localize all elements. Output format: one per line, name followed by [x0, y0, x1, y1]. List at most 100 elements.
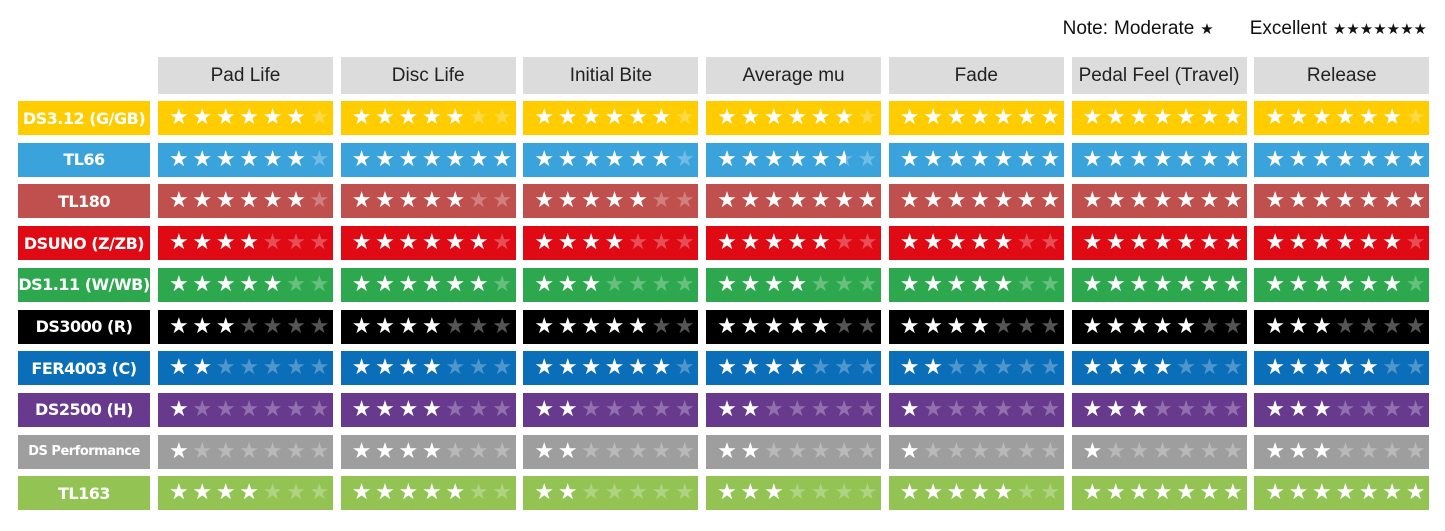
star-empty-icon: ★	[1223, 313, 1243, 339]
rating-cell: ★ ★ ★ ★ ★ ★ ★	[340, 309, 516, 344]
star-filled-icon: ★	[468, 146, 489, 172]
star-empty-icon: ★	[1152, 396, 1173, 422]
star-empty-icon: ★	[857, 271, 878, 297]
star-filled-icon: ★	[1129, 396, 1150, 422]
star-filled-icon: ★	[192, 355, 213, 381]
rating-cell: ★ ★ ★ ★ ★ ★ ★	[340, 434, 516, 469]
star-filled-icon: ★	[1223, 105, 1243, 130]
rating-cell: ★ ★ ★ ★ ★ ★ ★	[1254, 226, 1430, 261]
star-filled-icon: ★	[810, 230, 831, 256]
rating-cell: ★ ★ ★ ★ ★ ★ ★	[888, 392, 1064, 427]
star-empty-icon: ★	[834, 230, 854, 256]
star-empty-icon: ★	[834, 271, 854, 297]
star-filled-icon: ★	[993, 230, 1014, 256]
star-filled-icon: ★	[398, 230, 419, 256]
star-filled-icon: ★	[534, 480, 555, 506]
star-empty-icon: ★	[1199, 355, 1220, 381]
star-filled-icon: ★	[1129, 188, 1150, 214]
star-filled-icon: ★	[993, 271, 1014, 297]
star-empty-icon: ★	[262, 230, 283, 256]
rating-cell: ★ ★ ★ ★ ★ ★ ★	[1071, 309, 1247, 344]
star-filled-icon: ★	[763, 146, 784, 172]
star-filled-icon: ★	[1288, 230, 1309, 256]
star-empty-icon: ★	[492, 438, 512, 464]
star-filled-icon: ★	[970, 271, 990, 297]
column-header: Disc Life	[340, 57, 516, 94]
star-empty-icon: ★	[492, 313, 512, 339]
star-filled-icon: ★	[1176, 146, 1196, 172]
star-empty-icon: ★	[857, 355, 878, 381]
star-filled-icon: ★	[970, 480, 990, 506]
star-empty-icon: ★	[1405, 271, 1426, 297]
star-filled-icon: ★	[169, 146, 189, 172]
star-filled-icon: ★	[763, 480, 784, 506]
star-filled-icon: ★	[1358, 105, 1379, 130]
rating-cell: ★ ★ ★ ★ ★ ★ ★	[1071, 476, 1247, 511]
star-filled-icon: ★	[1082, 480, 1103, 506]
star-filled-icon: ★	[628, 105, 648, 130]
star-filled-icon: ★	[717, 230, 737, 256]
star-empty-icon: ★	[810, 271, 831, 297]
star-empty-icon: ★	[581, 480, 601, 506]
star-empty-icon: ★	[445, 355, 466, 381]
star-filled-icon: ★	[445, 230, 466, 256]
star-filled-icon: ★	[421, 271, 442, 297]
star-filled-icon: ★	[1405, 480, 1426, 506]
star-empty-icon: ★	[651, 188, 672, 214]
star-filled-icon: ★	[923, 230, 943, 256]
star-filled-icon: ★	[787, 188, 808, 214]
star-filled-icon: ★	[468, 271, 489, 297]
star-filled-icon: ★	[262, 188, 283, 214]
star-empty-icon: ★	[581, 438, 601, 464]
star-filled-icon: ★	[1382, 480, 1403, 506]
rating-cell: ★ ★ ★ ★ ★ ★ ★	[1071, 101, 1247, 135]
star-empty-icon: ★	[492, 480, 512, 506]
star-filled-icon: ★	[1176, 188, 1196, 214]
star-filled-icon: ★	[717, 313, 737, 339]
star-empty-icon: ★	[239, 355, 259, 381]
column-header: Release	[1254, 57, 1430, 94]
star-filled-icon: ★	[1358, 230, 1379, 256]
star-empty-icon: ★	[1176, 396, 1196, 422]
star-filled-icon: ★	[1265, 355, 1285, 381]
star-filled-icon: ★	[375, 146, 395, 172]
star-filled-icon: ★	[1129, 480, 1150, 506]
star-filled-icon: ★	[1382, 271, 1403, 297]
star-filled-icon: ★	[192, 313, 213, 339]
star-empty-icon: ★	[239, 396, 259, 422]
star-empty-icon: ★	[674, 271, 695, 297]
star-filled-icon: ★	[581, 188, 601, 214]
rating-cell: ★ ★ ★ ★ ★ ★ ★	[340, 392, 516, 427]
star-empty-icon: ★	[468, 313, 489, 339]
star-filled-icon: ★	[1223, 188, 1243, 214]
star-empty-icon: ★	[993, 438, 1014, 464]
star-filled-icon: ★	[787, 146, 808, 172]
star-filled-icon: ★	[557, 438, 578, 464]
star-filled-icon: ★	[534, 438, 555, 464]
star-filled-icon: ★	[1105, 188, 1126, 214]
star-empty-icon: ★	[309, 188, 330, 214]
star-filled-icon: ★	[717, 146, 737, 172]
star-filled-icon: ★	[717, 396, 737, 422]
star-filled-icon: ★	[946, 480, 967, 506]
star-filled-icon: ★	[1082, 146, 1103, 172]
star-filled-icon: ★	[628, 146, 648, 172]
star-filled-icon: ★	[169, 271, 189, 297]
star-filled-icon: ★	[1335, 230, 1356, 256]
star-filled-icon: ★	[1129, 355, 1150, 381]
rating-cell: ★ ★ ★ ★ ★ ★ ★	[888, 267, 1064, 302]
star-filled-icon: ★	[1382, 105, 1403, 130]
star-filled-icon: ★	[923, 146, 943, 172]
star-filled-icon: ★	[1358, 188, 1379, 214]
star-filled-icon: ★	[1223, 230, 1243, 256]
star-empty-icon: ★	[810, 396, 831, 422]
star-filled-icon: ★	[351, 188, 372, 214]
star-filled-icon: ★	[1152, 271, 1173, 297]
star-empty-icon: ★	[262, 396, 283, 422]
star-empty-icon: ★	[970, 438, 990, 464]
star-filled-icon: ★	[834, 188, 854, 214]
rating-cell: ★ ★ ★ ★ ★ ★ ★	[523, 267, 699, 302]
star-filled-icon: ★	[1152, 480, 1173, 506]
star-empty-icon: ★	[309, 146, 330, 172]
star-filled-icon: ★	[604, 230, 625, 256]
